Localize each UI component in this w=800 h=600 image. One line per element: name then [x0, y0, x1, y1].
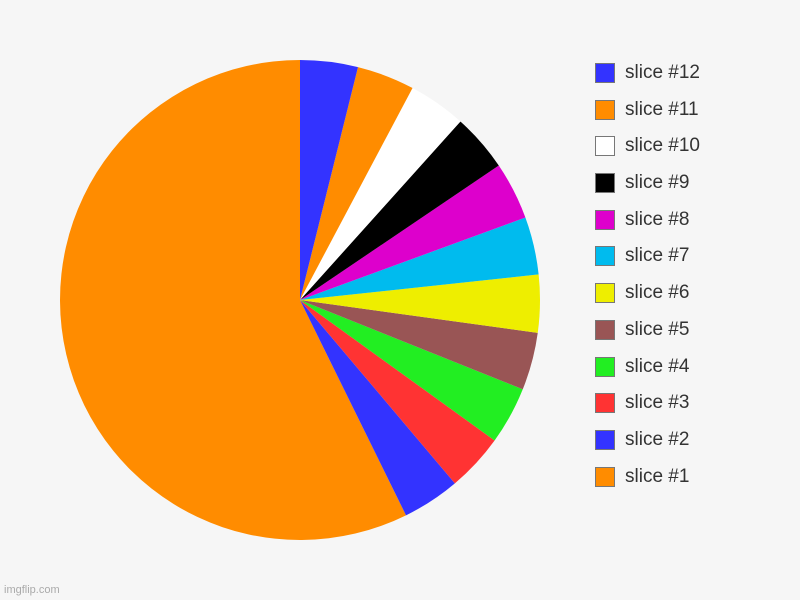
legend-item-slice-9: slice #9 — [595, 171, 700, 195]
legend-label: slice #8 — [625, 208, 690, 230]
legend-label: slice #5 — [625, 318, 690, 340]
legend-swatch — [595, 136, 615, 157]
legend-label: slice #9 — [625, 172, 690, 194]
legend-swatch — [595, 393, 615, 414]
legend-swatch — [595, 63, 615, 83]
legend-label: slice #11 — [625, 98, 699, 120]
legend-label: slice #10 — [625, 135, 700, 157]
legend-swatch — [595, 429, 615, 450]
pie-slice-5 — [300, 300, 538, 390]
legend-swatch — [595, 356, 615, 377]
legend-label: slice #4 — [625, 355, 690, 377]
legend-swatch — [595, 466, 615, 487]
legend: slice #12 slice #11 slice #10 slice #9 slice… — [595, 61, 700, 501]
legend-label: slice #7 — [625, 245, 690, 267]
legend-swatch — [595, 209, 615, 230]
pie-slice-1 — [60, 60, 407, 540]
legend-item-slice-7: slice #7 — [595, 244, 700, 268]
legend-swatch — [595, 173, 615, 194]
pie-slice-8 — [300, 165, 526, 300]
legend-label: slice #2 — [625, 428, 690, 450]
legend-swatch — [595, 319, 615, 340]
legend-item-slice-10: slice #10 — [595, 134, 700, 158]
legend-item-slice-12: slice #12 — [595, 61, 700, 85]
pie-slice-2 — [300, 300, 455, 516]
legend-item-slice-6: slice #6 — [595, 281, 700, 305]
legend-label: slice #12 — [625, 62, 700, 83]
legend-swatch — [595, 246, 615, 267]
legend-item-slice-1: slice #1 — [595, 465, 700, 489]
legend-item-slice-8: slice #8 — [595, 208, 700, 232]
legend-label: slice #1 — [625, 465, 690, 487]
legend-label: slice #3 — [625, 392, 690, 414]
pie-slice-12 — [300, 60, 358, 300]
watermark: imgflip.com — [4, 584, 60, 596]
legend-item-slice-5: slice #5 — [595, 318, 700, 342]
pie-slice-4 — [300, 300, 523, 441]
pie-slice-10 — [300, 88, 461, 300]
pie-slice-6 — [300, 274, 540, 333]
legend-item-slice-4: slice #4 — [595, 355, 700, 379]
legend-swatch — [595, 99, 615, 120]
legend-item-slice-11: slice #11 — [595, 98, 700, 122]
legend-item-slice-2: slice #2 — [595, 428, 700, 452]
pie-slice-7 — [300, 217, 539, 300]
pie-slice-3 — [300, 300, 495, 484]
legend-label: slice #6 — [625, 282, 690, 304]
pie-slice-9 — [300, 121, 499, 301]
pie-slice-11 — [300, 67, 413, 300]
legend-item-slice-3: slice #3 — [595, 391, 700, 415]
legend-swatch — [595, 283, 615, 304]
